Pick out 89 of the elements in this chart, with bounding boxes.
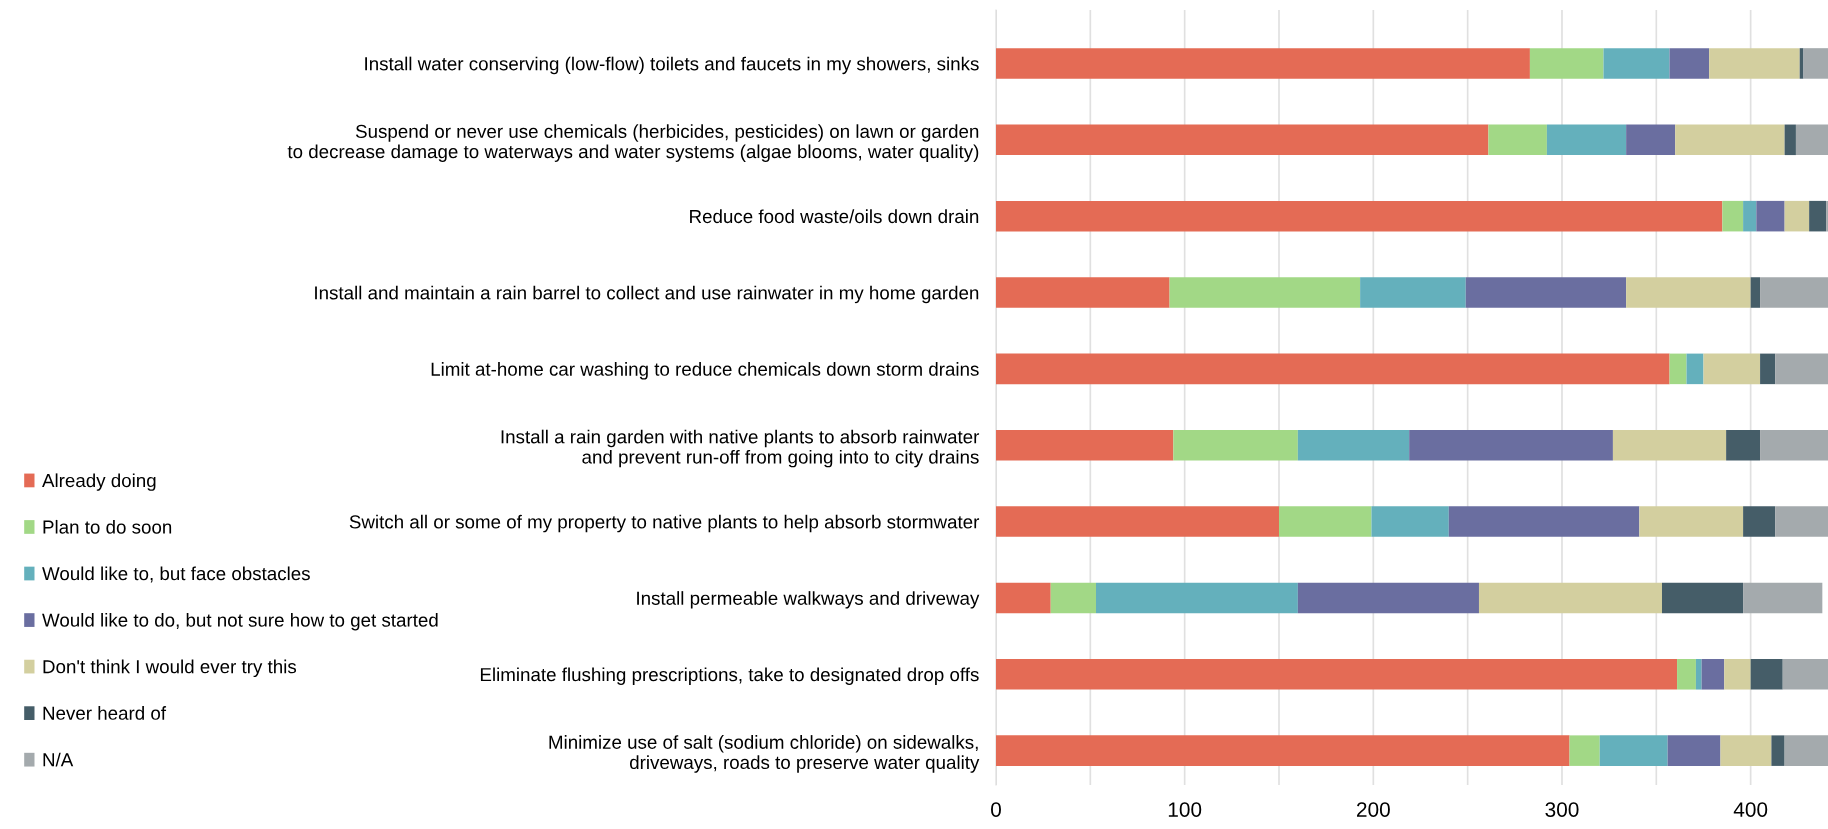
x-tick-label: 0 <box>991 802 1001 817</box>
bar <box>1669 48 1710 79</box>
bar <box>1667 735 1721 766</box>
bar <box>1775 353 1828 385</box>
x-tick-label: 100 <box>1168 802 1202 817</box>
bar <box>1675 124 1785 156</box>
bar <box>996 659 1678 690</box>
bar <box>1661 582 1744 614</box>
bar <box>1775 506 1828 537</box>
bar <box>1173 429 1298 461</box>
y-tick-label: Minimize use of salt (sodium chloride) on sidewalks, driveways, roads to preserve water quality <box>549 735 980 773</box>
bar <box>996 124 1489 156</box>
bar <box>1478 582 1662 614</box>
y-tick-label: Install permeable walkways and driveway <box>637 591 980 609</box>
bar <box>1529 48 1604 79</box>
bar <box>1371 506 1449 537</box>
bar <box>1803 48 1828 79</box>
bar <box>1724 659 1751 690</box>
legend-label: Would like to, but face obstacles <box>42 566 310 583</box>
y-tick-label: Install water conserving (low-flow) toilets and faucets in my showers, sinks <box>365 56 979 75</box>
bar <box>1722 200 1744 232</box>
bar <box>1669 353 1687 385</box>
bar <box>1465 277 1627 308</box>
bar <box>1756 200 1785 232</box>
legend-label: Plan to do soon <box>43 519 172 534</box>
bar <box>1760 353 1776 385</box>
bar <box>996 582 1051 614</box>
y-tick-label: Switch all or some of my property to native plants to help absorb stormwater <box>349 514 980 533</box>
bar <box>1626 124 1676 156</box>
y-tick-label: Install a rain garden with native plants to absorb rainwater and prevent run-off from going into to city drains <box>501 429 980 468</box>
bar <box>1784 735 1828 766</box>
bar <box>1686 353 1704 385</box>
bar <box>1726 429 1761 461</box>
bar <box>1639 506 1744 537</box>
bar <box>1297 582 1479 614</box>
bar <box>1569 735 1600 766</box>
bar <box>1760 429 1828 461</box>
x-tick-label: 200 <box>1356 802 1390 817</box>
bar <box>1603 48 1670 79</box>
y-tick-label: Limit at-home car washing to reduce chemicals down storm drains <box>431 362 979 380</box>
bar <box>1626 277 1751 308</box>
bar <box>1743 582 1823 614</box>
bar <box>1771 735 1785 766</box>
bar <box>1488 124 1547 156</box>
bar <box>996 429 1174 461</box>
legend-label: Don't think I would ever try this <box>43 659 297 678</box>
bar <box>1599 735 1668 766</box>
bar <box>1695 659 1702 690</box>
bar <box>996 506 1279 537</box>
bar <box>996 353 1670 385</box>
bar <box>1612 429 1727 461</box>
bar <box>1784 124 1796 156</box>
bar <box>1703 353 1761 385</box>
bar <box>1709 48 1800 79</box>
bar <box>1278 506 1372 537</box>
bar <box>996 48 1530 79</box>
legend-label: Would like to do, but not sure how to get started <box>42 613 438 631</box>
x-tick-label: 300 <box>1545 802 1579 817</box>
bar <box>1750 277 1761 308</box>
bar <box>1784 200 1810 232</box>
bar <box>1720 735 1772 766</box>
bar <box>1169 277 1361 308</box>
bar <box>1546 124 1627 156</box>
bar <box>1701 659 1725 690</box>
bar <box>1050 582 1096 614</box>
bar <box>1809 200 1827 232</box>
bar <box>1360 277 1466 308</box>
bar <box>1448 506 1640 537</box>
legend-label: Already doing <box>42 473 156 491</box>
y-tick-label: Reduce food waste/oils down drain <box>690 209 979 224</box>
bar <box>1750 659 1783 690</box>
legend-label: N/A <box>43 752 74 767</box>
bar <box>996 200 1723 232</box>
bar <box>996 735 1570 766</box>
bar <box>1297 429 1410 461</box>
x-tick-label: 400 <box>1733 802 1768 817</box>
bar <box>1743 200 1757 232</box>
y-tick-label: Suspend or never use chemicals (herbicides, pesticides) on lawn or garden to decrease damage to waterways and water systems (algae blooms, water quality) <box>287 124 979 162</box>
bar <box>1677 659 1696 690</box>
bar <box>1095 582 1298 614</box>
bar <box>1743 506 1776 537</box>
bar <box>1795 124 1828 156</box>
bar <box>1409 429 1613 461</box>
bar <box>996 277 1170 308</box>
legend-label: Never heard of <box>43 706 167 720</box>
bar <box>1782 659 1828 690</box>
y-tick-label: Eliminate flushing prescriptions, take to designated drop offs <box>480 667 979 685</box>
bar <box>1760 277 1828 308</box>
y-tick-label: Install and maintain a rain barrel to collect and use rainwater in my home garden <box>315 285 979 304</box>
